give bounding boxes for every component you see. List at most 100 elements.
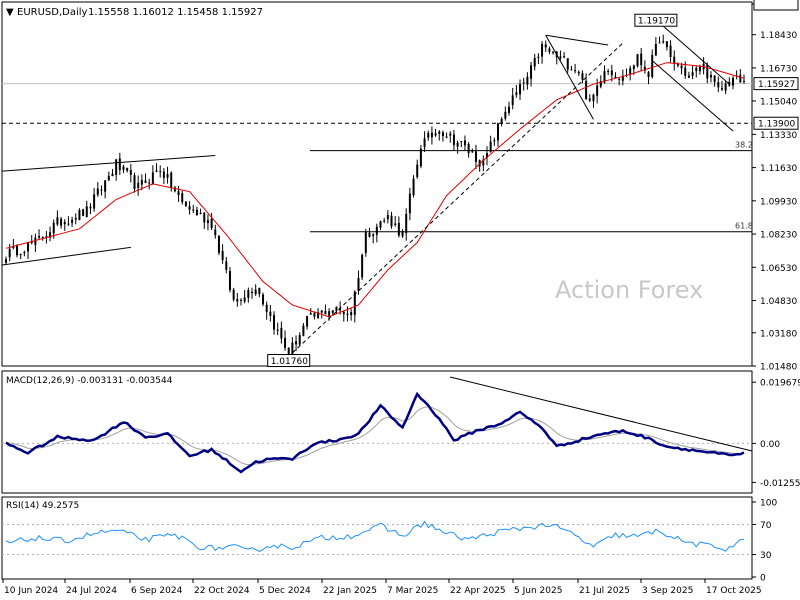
candle-body (441, 132, 444, 137)
candle-body (173, 187, 176, 192)
price-tick-label: 1.08230 (760, 231, 797, 241)
candle-body (401, 231, 404, 237)
candle-body (592, 94, 595, 102)
candle-body (698, 66, 701, 72)
x-tick-label: 6 Sep 2024 (131, 586, 183, 596)
candle-body (306, 316, 309, 327)
candle-body (570, 69, 573, 71)
current-price-box (753, 77, 799, 91)
candle-body (12, 246, 15, 249)
annotation-label: 1.01760 (271, 357, 308, 367)
candle-body (372, 234, 375, 237)
candle-body (192, 209, 195, 211)
candle-body (298, 335, 301, 345)
rsi-tick-label: 0 (760, 574, 766, 584)
candle-body (129, 169, 132, 175)
candle-body (375, 226, 378, 235)
candle-body (493, 140, 496, 142)
candle-body (474, 151, 477, 162)
candle-body (471, 151, 474, 153)
candle-body (394, 223, 397, 225)
price-tick-label: 1.15040 (760, 97, 797, 107)
candle-body (126, 167, 129, 171)
candle-body (71, 219, 74, 223)
channel-upper-line (655, 19, 730, 85)
macd-label: MACD(12,26,9) -0.003131 -0.003544 (6, 376, 173, 386)
candle-body (526, 76, 529, 85)
price-tick-label: 1.11630 (760, 164, 797, 174)
candle-body (324, 310, 327, 315)
candle-body (357, 277, 360, 291)
macd-y-axis: 0.019679 0.00 -0.012552 (2, 379, 800, 489)
candle-body (162, 171, 165, 178)
candle-body (63, 221, 66, 225)
candle-body (596, 85, 599, 96)
candle-body (335, 306, 338, 311)
candle-body (188, 206, 191, 210)
candle-body (302, 325, 305, 336)
price-tick-label: 1.13330 (760, 131, 797, 141)
sma-line (5, 62, 745, 318)
x-tick-label: 10 Jun 2024 (4, 586, 58, 596)
price-levels: 1.15927 1.13900 38.2 61.8 (2, 0, 799, 233)
candle-body (159, 171, 162, 173)
x-tick-label: 5 Jun 2025 (514, 586, 562, 596)
candle-body (206, 220, 209, 224)
candle-body (713, 75, 716, 83)
candle-body (629, 68, 632, 75)
x-axis: 10 Jun 2024 24 Jul 2024 6 Sep 2024 22 Oct 2… (2, 579, 762, 596)
candle-body (199, 212, 202, 214)
candle-body (287, 347, 290, 357)
candle-body (331, 310, 334, 313)
macd-tick-label: 0.019679 (760, 379, 800, 389)
candle-body (5, 258, 7, 263)
candle-body (280, 327, 283, 339)
candle-body (581, 73, 584, 80)
candle-body (82, 209, 85, 217)
candle-body (115, 159, 118, 175)
candle-body (49, 232, 52, 238)
candle-body (445, 136, 448, 138)
candle-body (133, 175, 136, 190)
rsi-tick-label: 30 (760, 551, 772, 561)
candle-body (34, 237, 37, 245)
candle-body (254, 289, 257, 295)
candle-body (383, 220, 386, 222)
x-tick-label: 3 Sep 2025 (642, 586, 693, 596)
upper-channel-line (2, 154, 216, 172)
candle-body (658, 42, 661, 44)
candle-body (654, 43, 657, 56)
current-price-label: 1.15927 (758, 80, 795, 90)
candle-body (463, 140, 466, 146)
candle-body (706, 65, 709, 79)
candle-body (239, 299, 242, 301)
lower-channel-line (2, 246, 131, 266)
candle-body (232, 289, 235, 300)
candle-body (379, 221, 382, 228)
dashed-uptrend-line (292, 42, 624, 354)
candle-body (449, 133, 452, 136)
candle-body (291, 342, 294, 357)
candle-body (632, 65, 635, 70)
rsi-y-axis: 100 70 30 0 (2, 499, 777, 584)
candle-body (265, 304, 268, 313)
candle-body (434, 133, 437, 136)
macd-tick-label: -0.012552 (760, 479, 800, 489)
candle-body (38, 235, 41, 238)
candle-body (588, 98, 591, 101)
candle-body (537, 56, 540, 59)
candle-body (350, 311, 353, 316)
candle-body (519, 84, 522, 95)
candle-body (695, 67, 698, 72)
price-panel-frame (1, 1, 753, 367)
candle-body (45, 236, 48, 238)
candle-body (500, 119, 503, 124)
top-price-box (753, 0, 799, 11)
candle-body (607, 71, 610, 73)
candle-body (107, 175, 110, 181)
candle-body (548, 48, 551, 52)
rsi-panel: RSI(14) 49.2575 100 70 30 0 (1, 496, 777, 584)
rsi-tick-label: 70 (760, 521, 772, 531)
candle-body (416, 164, 419, 178)
